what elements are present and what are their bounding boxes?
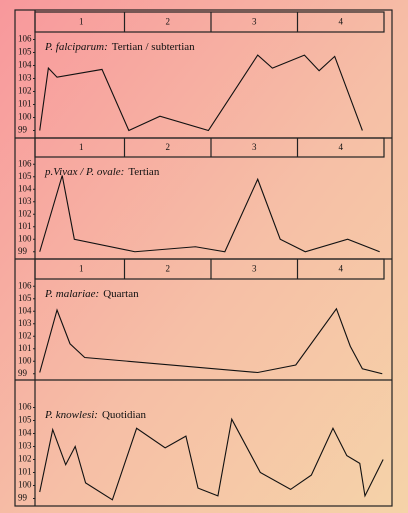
y-tick-label: 102 (18, 330, 32, 340)
y-tick-label: 103 (18, 318, 32, 328)
day-label: 4 (339, 142, 344, 152)
y-tick-label: 106 (18, 402, 32, 412)
y-tick-label: 100 (18, 480, 32, 490)
y-tick-label: 104 (18, 428, 32, 438)
day-label: 2 (166, 17, 171, 27)
panel-title: P. falciparum: Tertian / subtertian (44, 41, 195, 53)
y-tick-label: 99 (18, 368, 28, 378)
day-label: 1 (79, 264, 84, 274)
y-tick-label: 102 (18, 86, 32, 96)
y-tick-label: 105 (18, 171, 32, 181)
day-label: 2 (166, 264, 171, 274)
day-label: 4 (339, 264, 344, 274)
fever-pattern: Tertian (128, 166, 159, 178)
y-tick-label: 102 (18, 454, 32, 464)
y-tick-label: 105 (18, 415, 32, 425)
y-tick-label: 106 (18, 280, 32, 290)
y-tick-label: 104 (18, 305, 32, 315)
y-tick-label: 99 (18, 125, 28, 135)
frame (14, 9, 393, 507)
y-tick-label: 105 (18, 47, 32, 57)
fever-curve (39, 54, 363, 132)
y-tick-label: 106 (18, 158, 32, 168)
species-name: P. falciparum: (44, 41, 108, 53)
y-tick-label: 99 (18, 493, 28, 503)
y-tick-label: 100 (18, 355, 32, 365)
y-tick-label: 105 (18, 293, 32, 303)
panel-title: P. malariae: Quartan (44, 288, 139, 300)
y-tick-label: 106 (18, 34, 32, 44)
panel-title: P. knowlesi: Quotidian (44, 409, 146, 421)
day-label: 3 (252, 264, 257, 274)
panel-title: p.Vivax / P. ovale: Tertian (44, 166, 160, 178)
y-tick-label: 101 (18, 221, 32, 231)
day-header (34, 137, 385, 158)
day-header (34, 258, 385, 280)
y-tick-label: 99 (18, 246, 28, 256)
fever-curve (39, 417, 384, 501)
day-label: 3 (252, 142, 257, 152)
day-header (34, 11, 385, 33)
species-name: p.Vivax / P. ovale: (44, 166, 124, 178)
fever-pattern: Tertian / subtertian (112, 41, 195, 53)
y-tick-label: 100 (18, 112, 32, 122)
day-label: 1 (79, 17, 84, 27)
y-tick-label: 104 (18, 183, 32, 193)
y-tick-label: 104 (18, 60, 32, 70)
y-tick-label: 101 (18, 467, 32, 477)
fever-pattern: Quotidian (102, 409, 146, 421)
species-name: P. malariae: (44, 288, 99, 300)
y-tick-label: 102 (18, 208, 32, 218)
y-tick-label: 103 (18, 73, 32, 83)
y-tick-label: 101 (18, 99, 32, 109)
y-tick-label: 103 (18, 196, 32, 206)
day-label: 1 (79, 142, 84, 152)
y-tick-label: 101 (18, 343, 32, 353)
species-name: P. knowlesi: (44, 409, 98, 421)
day-label: 3 (252, 17, 257, 27)
day-label: 2 (166, 142, 171, 152)
y-tick-label: 100 (18, 233, 32, 243)
fever-curve (39, 307, 383, 375)
y-tick-label: 103 (18, 441, 32, 451)
fever-curve (39, 175, 380, 253)
fever-pattern: Quartan (103, 288, 139, 300)
day-label: 4 (339, 17, 344, 27)
